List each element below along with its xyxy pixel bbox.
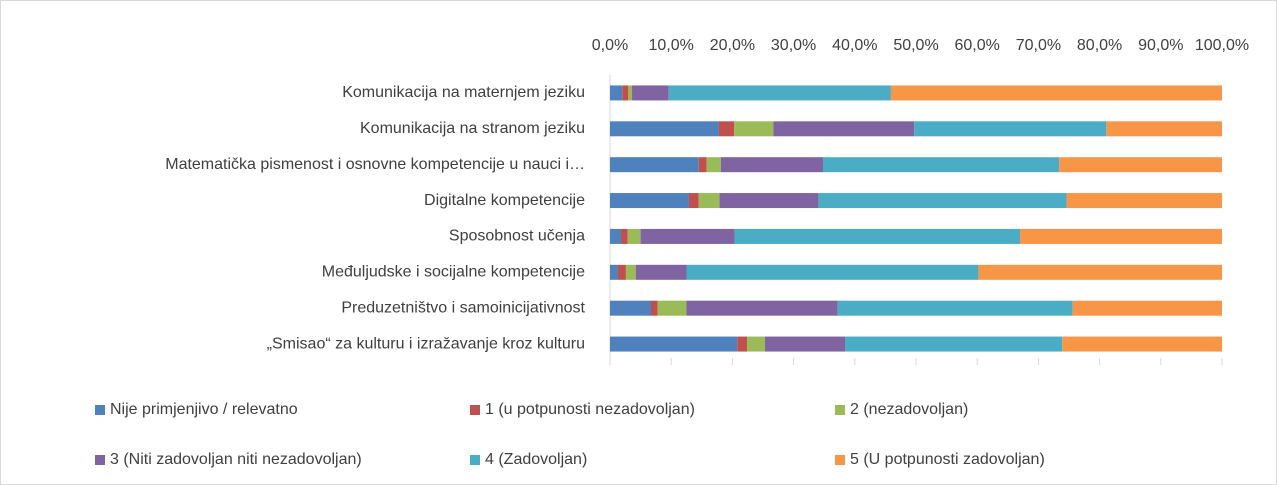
legend-label: 5 (U potpunosti zadovoljan) — [850, 451, 1045, 468]
legend-label: 4 (Zadovoljan) — [485, 451, 587, 468]
bar-segment — [718, 121, 735, 137]
bar-segment — [635, 264, 687, 280]
bar-segment — [628, 85, 633, 101]
bar-segment — [622, 85, 629, 101]
x-tick-label: 60,0% — [955, 37, 1000, 54]
bar-segment — [610, 85, 623, 101]
bar-segment — [773, 121, 915, 137]
x-tick-label: 10,0% — [649, 37, 694, 54]
bar-segment — [668, 85, 891, 101]
x-tick-label: 70,0% — [1016, 37, 1061, 54]
x-tick-label: 0,0% — [592, 37, 628, 54]
bar-segment — [1106, 121, 1222, 137]
bar-segment — [1062, 336, 1222, 352]
bar-segment — [625, 264, 636, 280]
bar-segment — [627, 228, 641, 244]
legend-swatch — [95, 405, 105, 415]
bar-segment — [610, 193, 689, 209]
bar-segment — [837, 300, 1073, 316]
bar-segment — [610, 264, 618, 280]
x-tick-label: 40,0% — [832, 37, 877, 54]
y-tick-label: Komunikacija na maternjem jeziku — [342, 84, 585, 101]
bar-segment — [686, 264, 979, 280]
bar-segment — [720, 157, 823, 173]
y-tick-label: Međuljudske i socijalne kompetencije — [322, 264, 585, 281]
bar-segment — [1072, 300, 1222, 316]
bar-segment — [890, 85, 1222, 101]
x-tick-label: 100,0% — [1195, 37, 1249, 54]
x-tick-label: 80,0% — [1077, 37, 1122, 54]
bar-segment — [610, 300, 652, 316]
bar-segment — [822, 157, 1060, 173]
bar-segment — [686, 300, 838, 316]
bar-segment — [698, 193, 720, 209]
bar-segment — [1066, 193, 1222, 209]
x-tick-label: 50,0% — [893, 37, 938, 54]
bar-segment — [610, 336, 738, 352]
bar-segment — [640, 228, 735, 244]
legend-swatch — [835, 455, 845, 465]
bar-segment — [688, 193, 699, 209]
legend-label: 2 (nezadovoljan) — [850, 401, 968, 418]
legend-label: 1 (u potpunosti nezadovoljan) — [485, 401, 695, 418]
bar-segment — [610, 228, 622, 244]
x-tick-label: 20,0% — [710, 37, 755, 54]
legend-swatch — [95, 455, 105, 465]
bar-segment — [1059, 157, 1222, 173]
y-tick-label: Sposobnost učenja — [449, 228, 585, 245]
y-tick-label: Digitalne kompetencije — [424, 192, 585, 209]
bar-segment — [737, 336, 748, 352]
bar-segment — [978, 264, 1222, 280]
bar-segment — [621, 228, 628, 244]
legend-label: Nije primjenjivo / relevatno — [110, 401, 298, 418]
y-tick-label: „Smisao“ za kulturu i izražavanje kroz k… — [267, 335, 585, 352]
bar-segment — [914, 121, 1107, 137]
bar-segment — [617, 264, 626, 280]
bar-segment — [632, 85, 669, 101]
bar-segment — [747, 336, 765, 352]
legend-swatch — [470, 455, 480, 465]
bar-segment — [734, 121, 774, 137]
y-tick-label: Matematička pismenost i osnovne kompeten… — [165, 156, 585, 173]
bar-segment — [719, 193, 819, 209]
legend-label: 3 (Niti zadovoljan niti nezadovoljan) — [110, 451, 362, 468]
bar-segment — [845, 336, 1063, 352]
bar-segment — [651, 300, 658, 316]
bar-segment — [610, 121, 719, 137]
legend-swatch — [835, 405, 845, 415]
bar-segment — [1020, 228, 1222, 244]
bar-segment — [818, 193, 1067, 209]
bar-segment — [698, 157, 707, 173]
bar-segment — [706, 157, 721, 173]
legend-swatch — [470, 405, 480, 415]
bar-segment — [657, 300, 687, 316]
bar-segment — [764, 336, 846, 352]
bar-segment — [734, 228, 1021, 244]
x-tick-label: 30,0% — [771, 37, 816, 54]
y-tick-label: Preduzetništvo i samoinicijativnost — [341, 299, 585, 316]
bar-segment — [610, 157, 699, 173]
x-tick-label: 90,0% — [1138, 37, 1183, 54]
y-tick-label: Komunikacija na stranom jeziku — [360, 120, 585, 137]
